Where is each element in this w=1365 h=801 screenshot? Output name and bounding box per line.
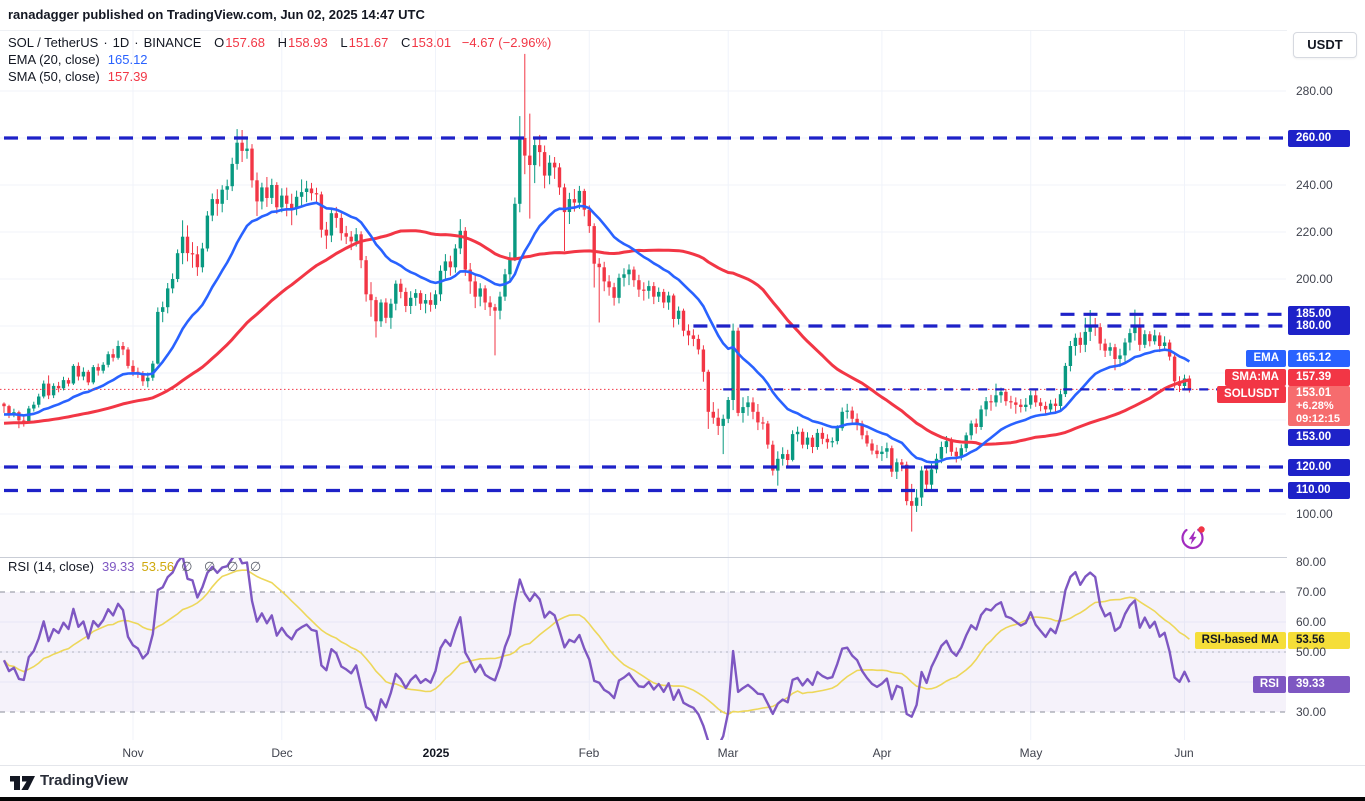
- price-legend: SOL / TetherUS · 1D · BINANCE O157.68 H158.9…: [8, 35, 551, 86]
- rsi-hidden-values: ∅ ∅ ∅ ∅: [181, 559, 266, 574]
- footer: TradingView: [0, 765, 1365, 797]
- rsi-legend-row[interactable]: RSI (14, close) 39.33 53.56 ∅ ∅ ∅ ∅: [8, 559, 265, 575]
- tradingview-brand[interactable]: TradingView: [40, 772, 129, 789]
- level-price-badge: 180.00: [1288, 317, 1350, 335]
- currency-toggle-button[interactable]: USDT: [1293, 32, 1357, 58]
- open-label: O: [214, 35, 225, 50]
- rsi-legend-value: 39.33: [101, 559, 135, 574]
- time-scale[interactable]: Nov Dec 2025 Feb Mar Apr May Jun: [0, 740, 1365, 765]
- sma-legend-row[interactable]: SMA (50, close) 157.39: [8, 69, 551, 85]
- symbol-legend-row[interactable]: SOL / TetherUS · 1D · BINANCE O157.68 H158.9…: [8, 35, 551, 51]
- exchange-label: BINANCE: [143, 35, 202, 50]
- published-line: ranadagger published on TradingView.com,…: [8, 7, 425, 22]
- rsi-ma-legend-value: 53.56: [141, 559, 175, 574]
- rsi-line: [2, 558, 1191, 740]
- ema-price-badge: 165.12: [1288, 350, 1350, 367]
- price-tick-label: 240.00: [1296, 178, 1333, 192]
- level-price-badge: 260.00: [1288, 129, 1350, 147]
- close-label: C: [400, 35, 411, 50]
- sma-legend-value: 157.39: [107, 69, 148, 84]
- time-axis-label: Feb: [578, 746, 600, 760]
- horizontal-level-lines: [0, 136, 1286, 493]
- chart-canvas[interactable]: [0, 0, 1365, 765]
- high-value: 158.93: [287, 35, 328, 50]
- candlestick-series: [2, 53, 1192, 532]
- low-value: 151.67: [348, 35, 389, 50]
- ema-line: [4, 201, 1191, 464]
- time-axis-label: Nov: [122, 746, 144, 760]
- symbol-title: SOL / TetherUS: [8, 35, 99, 50]
- ema-legend-value: 165.12: [107, 52, 148, 67]
- rsi-value-badge: 39.33: [1288, 676, 1350, 693]
- close-value: 153.01: [411, 35, 452, 50]
- price-tick-label: 200.00: [1296, 272, 1333, 286]
- open-value: 157.68: [225, 35, 265, 50]
- last-price-change: +6.28%: [1296, 400, 1334, 412]
- level-price-badge: 110.00: [1288, 482, 1350, 499]
- sma-price-badge: 157.39: [1288, 369, 1350, 386]
- tradingview-logo-icon: [10, 776, 35, 790]
- ema-legend-row[interactable]: EMA (20, close) 165.12: [8, 52, 551, 68]
- rsi-tick-label: 30.00: [1296, 705, 1327, 719]
- header-divider: [0, 30, 1365, 31]
- quick-trade-button[interactable]: [1179, 524, 1207, 552]
- last-price-value: 153.01: [1296, 387, 1332, 399]
- time-axis-label: 2025: [422, 746, 450, 760]
- level-price-badge: 120.00: [1288, 458, 1350, 476]
- symbol-line-label: SOLUSDT: [1217, 386, 1286, 403]
- time-axis-label: May: [1019, 746, 1043, 760]
- sma-line: [3, 229, 1190, 446]
- notification-dot: [1198, 526, 1205, 533]
- level-badge-153: 153.00: [1288, 429, 1350, 446]
- rsi-line-label: RSI: [1252, 676, 1286, 693]
- sma-legend-label: SMA (50, close): [8, 69, 100, 84]
- rsi-tick-label: 70.00: [1296, 585, 1327, 599]
- rsi-ma-line-label: RSI-based MA: [1194, 632, 1286, 649]
- rsi-pane: [0, 558, 1286, 740]
- time-axis-label: Mar: [717, 746, 739, 760]
- price-scale[interactable]: 165.12 157.39 153.01 +6.28% 09:12:15 153…: [1287, 0, 1365, 765]
- price-tick-label: 220.00: [1296, 225, 1333, 239]
- lightning-icon: [1181, 526, 1205, 550]
- separator-dot: ·: [134, 35, 139, 50]
- last-price-badge: 153.01 +6.28% 09:12:15: [1288, 386, 1350, 426]
- rsi-ma-badge: 53.56: [1288, 632, 1350, 649]
- interval-label: 1D: [112, 35, 130, 50]
- high-label: H: [277, 35, 287, 50]
- rsi-ma-line: [3, 569, 1190, 716]
- bottom-black-bar: [0, 797, 1365, 801]
- sma-line-label: SMA:MA: [1224, 369, 1286, 386]
- price-tick-label: 280.00: [1296, 84, 1333, 98]
- time-axis-label: Apr: [872, 746, 892, 760]
- ema-line-label: EMA: [1246, 350, 1286, 367]
- separator-dot: ·: [103, 35, 108, 50]
- time-axis-label: Dec: [271, 746, 293, 760]
- rsi-tick-label: 50.00: [1296, 645, 1327, 659]
- ema-legend-label: EMA (20, close): [8, 52, 100, 67]
- change-value: −4.67 (−2.96%): [461, 35, 552, 50]
- pane-separator[interactable]: [0, 557, 1287, 558]
- publish-header: ranadagger published on TradingView.com,…: [0, 0, 1365, 30]
- rsi-tick-label: 80.00: [1296, 555, 1327, 569]
- price-tick-label: 100.00: [1296, 507, 1333, 521]
- rsi-tick-label: 60.00: [1296, 615, 1327, 629]
- rsi-legend-label: RSI (14, close): [8, 559, 94, 574]
- time-axis-label: Jun: [1174, 746, 1194, 760]
- low-label: L: [340, 35, 348, 50]
- bar-countdown: 09:12:15: [1296, 413, 1341, 425]
